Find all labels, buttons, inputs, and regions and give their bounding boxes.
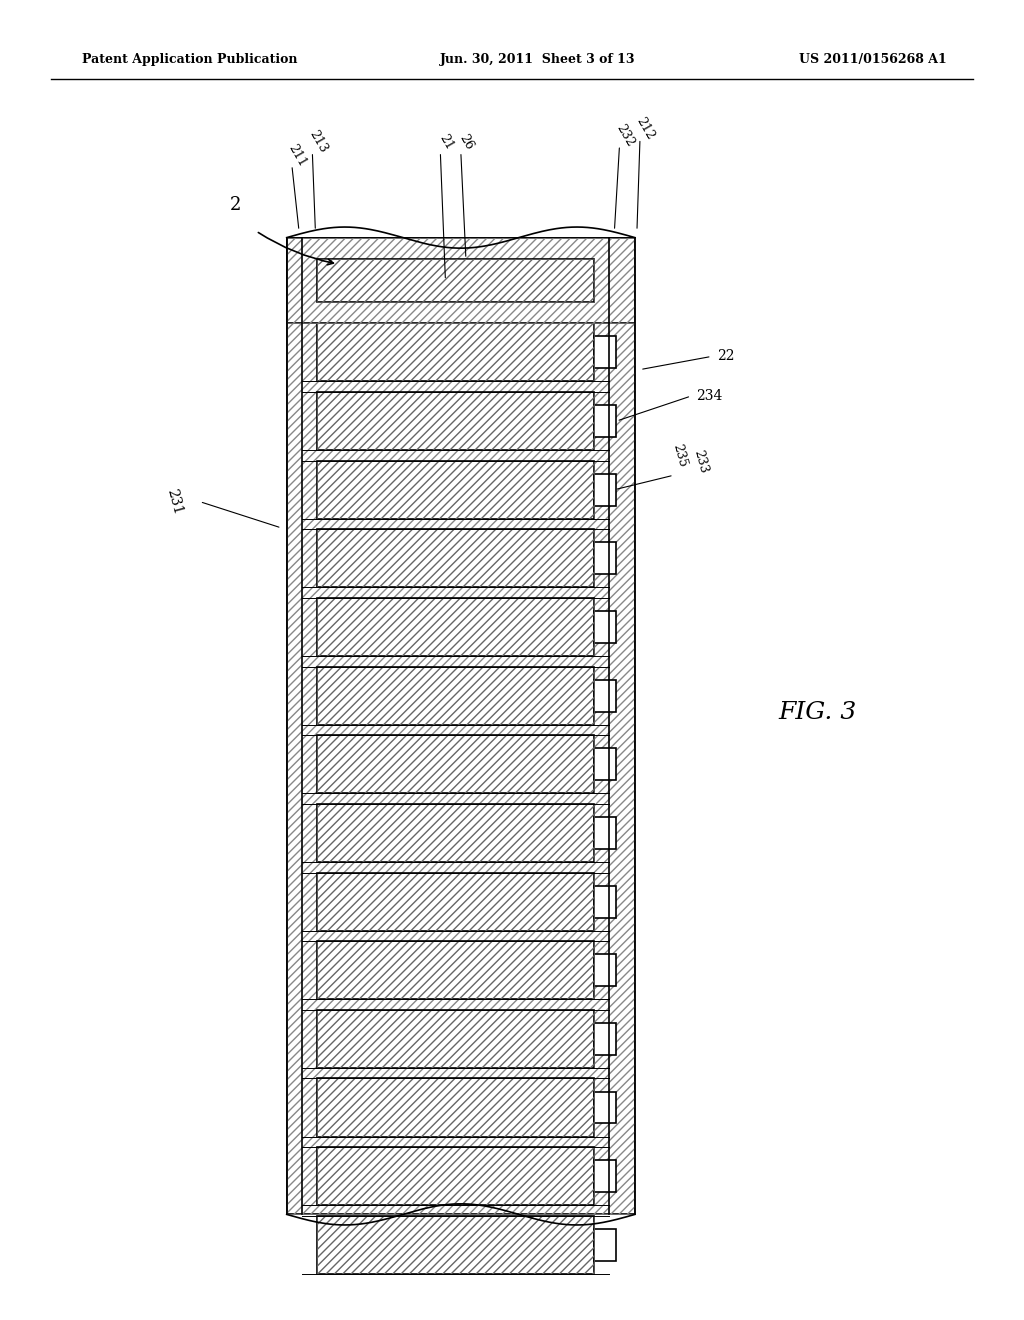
Text: 213: 213	[306, 128, 330, 156]
Bar	[317, 804, 594, 862]
Bar	[317, 392, 594, 450]
Bar	[594, 1092, 616, 1123]
Bar	[317, 1216, 594, 1274]
Bar	[317, 873, 594, 931]
Text: 22: 22	[717, 350, 734, 363]
Bar	[594, 1160, 616, 1192]
Bar	[317, 323, 594, 381]
Bar	[594, 543, 616, 574]
Bar	[317, 735, 594, 793]
Bar	[317, 1078, 594, 1137]
Bar	[317, 667, 594, 725]
Bar	[287, 238, 635, 1214]
Bar	[594, 886, 616, 917]
Text: 212: 212	[634, 115, 657, 143]
Bar	[317, 259, 594, 302]
Bar	[594, 337, 616, 368]
Bar	[594, 611, 616, 643]
Bar	[317, 461, 594, 519]
Text: Jun. 30, 2011  Sheet 3 of 13: Jun. 30, 2011 Sheet 3 of 13	[440, 53, 636, 66]
Bar	[287, 238, 635, 1214]
Text: 234: 234	[696, 389, 723, 403]
Text: 233: 233	[691, 449, 710, 475]
Bar	[317, 392, 594, 450]
Text: 21: 21	[436, 132, 456, 152]
Bar	[317, 598, 594, 656]
Bar	[594, 1023, 616, 1055]
Bar	[317, 1147, 594, 1205]
Bar	[317, 941, 594, 999]
Bar	[594, 817, 616, 849]
Bar	[317, 1078, 594, 1137]
Bar	[317, 598, 594, 656]
Bar	[317, 1216, 594, 1274]
Text: 26: 26	[457, 132, 476, 152]
Text: Patent Application Publication: Patent Application Publication	[82, 53, 297, 66]
Text: 232: 232	[613, 121, 637, 149]
Text: US 2011/0156268 A1: US 2011/0156268 A1	[799, 53, 946, 66]
Bar	[594, 748, 616, 780]
Bar	[594, 1229, 616, 1261]
Bar	[594, 680, 616, 711]
Text: 2: 2	[229, 195, 242, 214]
Bar	[287, 238, 635, 323]
Bar	[317, 667, 594, 725]
Bar	[317, 529, 594, 587]
Text: FIG. 3: FIG. 3	[778, 701, 856, 725]
Text: 235: 235	[671, 442, 689, 469]
Bar	[594, 954, 616, 986]
Bar	[317, 461, 594, 519]
Text: 211: 211	[286, 141, 309, 169]
Bar	[317, 1147, 594, 1205]
Bar	[317, 1010, 594, 1068]
Bar	[317, 873, 594, 931]
Bar	[287, 238, 635, 323]
Bar	[317, 804, 594, 862]
Text: 231: 231	[164, 487, 184, 516]
Bar	[317, 323, 594, 381]
Bar	[317, 529, 594, 587]
Bar	[594, 405, 616, 437]
Bar	[317, 735, 594, 793]
Bar	[317, 259, 594, 302]
Bar	[594, 474, 616, 506]
Bar	[317, 1010, 594, 1068]
Bar	[317, 941, 594, 999]
